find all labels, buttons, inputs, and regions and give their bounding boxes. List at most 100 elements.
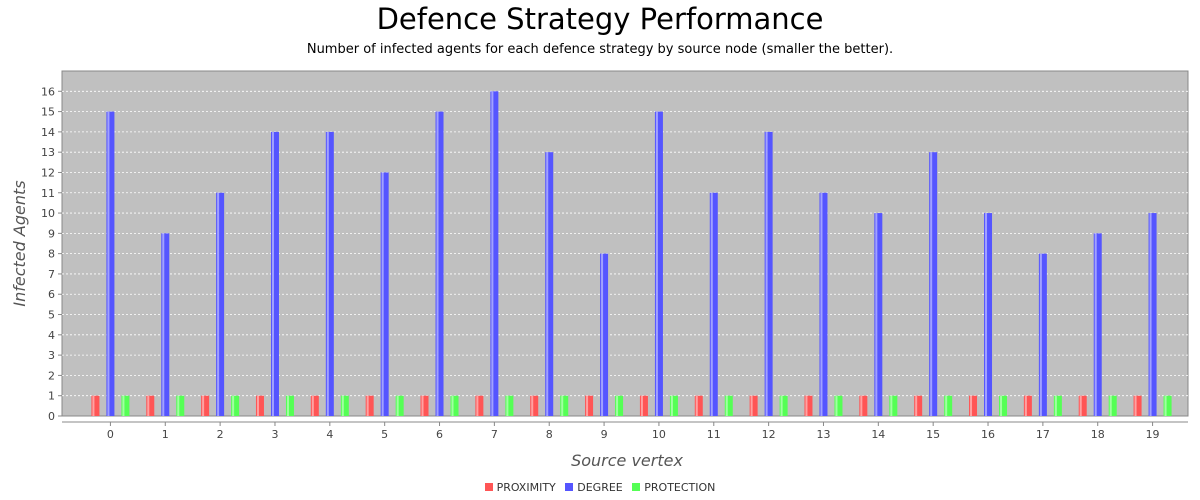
x-tick-label: 2 bbox=[217, 428, 224, 441]
bar-highlight bbox=[695, 395, 698, 416]
bar-protection-3 bbox=[285, 395, 294, 416]
bar-highlight bbox=[1000, 395, 1003, 416]
bar-highlight bbox=[381, 172, 384, 416]
bar-degree-13 bbox=[819, 192, 828, 416]
bar-highlight bbox=[1054, 395, 1057, 416]
bar-highlight bbox=[506, 395, 509, 416]
bar-highlight bbox=[586, 395, 589, 416]
bar-degree-9 bbox=[600, 253, 609, 416]
bar-highlight bbox=[341, 395, 344, 416]
bar-proximity-10 bbox=[639, 395, 648, 416]
bar-highlight bbox=[217, 192, 220, 416]
bar-proximity-16 bbox=[969, 395, 978, 416]
bar-degree-11 bbox=[709, 192, 718, 416]
bar-highlight bbox=[202, 395, 205, 416]
bar-protection-10 bbox=[669, 395, 678, 416]
bar-protection-6 bbox=[450, 395, 459, 416]
bar-protection-8 bbox=[560, 395, 569, 416]
bar-degree-7 bbox=[490, 91, 499, 416]
chart-subtitle: Number of infected agents for each defen… bbox=[306, 42, 894, 57]
bar-highlight bbox=[177, 395, 180, 416]
bar-protection-2 bbox=[231, 395, 240, 416]
bar-highlight bbox=[915, 395, 918, 416]
bar-proximity-8 bbox=[530, 395, 539, 416]
x-tick-label: 9 bbox=[601, 428, 608, 441]
bar-highlight bbox=[1079, 395, 1082, 416]
bar-highlight bbox=[670, 395, 673, 416]
y-tick-label: 0 bbox=[48, 410, 55, 423]
bar-highlight bbox=[725, 395, 728, 416]
bar-highlight bbox=[396, 395, 399, 416]
y-tick-label: 7 bbox=[48, 268, 55, 281]
bar-highlight bbox=[601, 253, 604, 416]
x-tick-label: 17 bbox=[1036, 428, 1050, 441]
bar-highlight bbox=[232, 395, 235, 416]
bar-highlight bbox=[286, 395, 289, 416]
bar-degree-12 bbox=[764, 131, 773, 416]
bar-protection-11 bbox=[724, 395, 733, 416]
bar-highlight bbox=[1149, 213, 1152, 416]
bar-highlight bbox=[930, 152, 933, 417]
bar-highlight bbox=[945, 395, 948, 416]
bar-highlight bbox=[546, 152, 549, 417]
legend-label-proximity: PROXIMITY bbox=[496, 481, 556, 494]
bar-degree-19 bbox=[1148, 213, 1157, 416]
bar-highlight bbox=[655, 111, 658, 417]
bar-protection-0 bbox=[121, 395, 130, 416]
bar-degree-3 bbox=[270, 131, 279, 416]
bar-protection-16 bbox=[999, 395, 1008, 416]
y-tick-label: 14 bbox=[41, 126, 55, 139]
bar-highlight bbox=[616, 395, 619, 416]
bar-highlight bbox=[1109, 395, 1112, 416]
x-tick-label: 18 bbox=[1091, 428, 1105, 441]
bar-proximity-19 bbox=[1133, 395, 1142, 416]
x-axis: 0 1 2 3 4 5 6 7 8 9 10 11 12 13 14 15 16 17 18 19 bbox=[62, 421, 1188, 441]
bar-highlight bbox=[970, 395, 973, 416]
y-tick-label: 6 bbox=[48, 288, 55, 301]
x-tick-label: 6 bbox=[436, 428, 443, 441]
bar-highlight bbox=[271, 131, 274, 416]
y-tick-label: 11 bbox=[41, 187, 55, 200]
bar-protection-18 bbox=[1108, 395, 1117, 416]
bar-proximity-2 bbox=[201, 395, 210, 416]
bar-degree-15 bbox=[929, 152, 938, 417]
bar-highlight bbox=[311, 395, 314, 416]
bar-highlight bbox=[985, 213, 988, 416]
bar-highlight bbox=[805, 395, 808, 416]
bar-highlight bbox=[1039, 253, 1042, 416]
x-tick-label: 8 bbox=[546, 428, 553, 441]
bar-highlight bbox=[421, 395, 424, 416]
y-tick-label: 3 bbox=[48, 349, 55, 362]
bar-highlight bbox=[561, 395, 564, 416]
bar-proximity-18 bbox=[1078, 395, 1087, 416]
bar-highlight bbox=[451, 395, 454, 416]
legend-item-degree: DEGREE bbox=[565, 481, 623, 494]
bar-degree-6 bbox=[435, 111, 444, 417]
bar-protection-14 bbox=[889, 395, 898, 416]
bar-highlight bbox=[476, 395, 479, 416]
y-tick-label: 16 bbox=[41, 85, 55, 98]
bar-highlight bbox=[1094, 233, 1097, 416]
bar-protection-1 bbox=[176, 395, 185, 416]
bar-highlight bbox=[860, 395, 863, 416]
legend-item-proximity: PROXIMITY bbox=[484, 481, 556, 494]
bar-degree-16 bbox=[984, 213, 993, 416]
y-tick-label: 8 bbox=[48, 248, 55, 261]
bar-proximity-5 bbox=[365, 395, 374, 416]
bar-highlight bbox=[491, 91, 494, 416]
bar-proximity-13 bbox=[804, 395, 813, 416]
x-axis-label: Source vertex bbox=[571, 451, 683, 470]
bar-highlight bbox=[820, 192, 823, 416]
x-tick-label: 5 bbox=[381, 428, 388, 441]
bar-protection-17 bbox=[1053, 395, 1062, 416]
bar-degree-5 bbox=[380, 172, 389, 416]
bar-protection-12 bbox=[779, 395, 788, 416]
bar-highlight bbox=[92, 395, 95, 416]
bar-degree-14 bbox=[874, 213, 883, 416]
bar-proximity-0 bbox=[91, 395, 100, 416]
bar-degree-8 bbox=[545, 152, 554, 417]
y-tick-label: 9 bbox=[48, 227, 55, 240]
bar-proximity-7 bbox=[475, 395, 484, 416]
